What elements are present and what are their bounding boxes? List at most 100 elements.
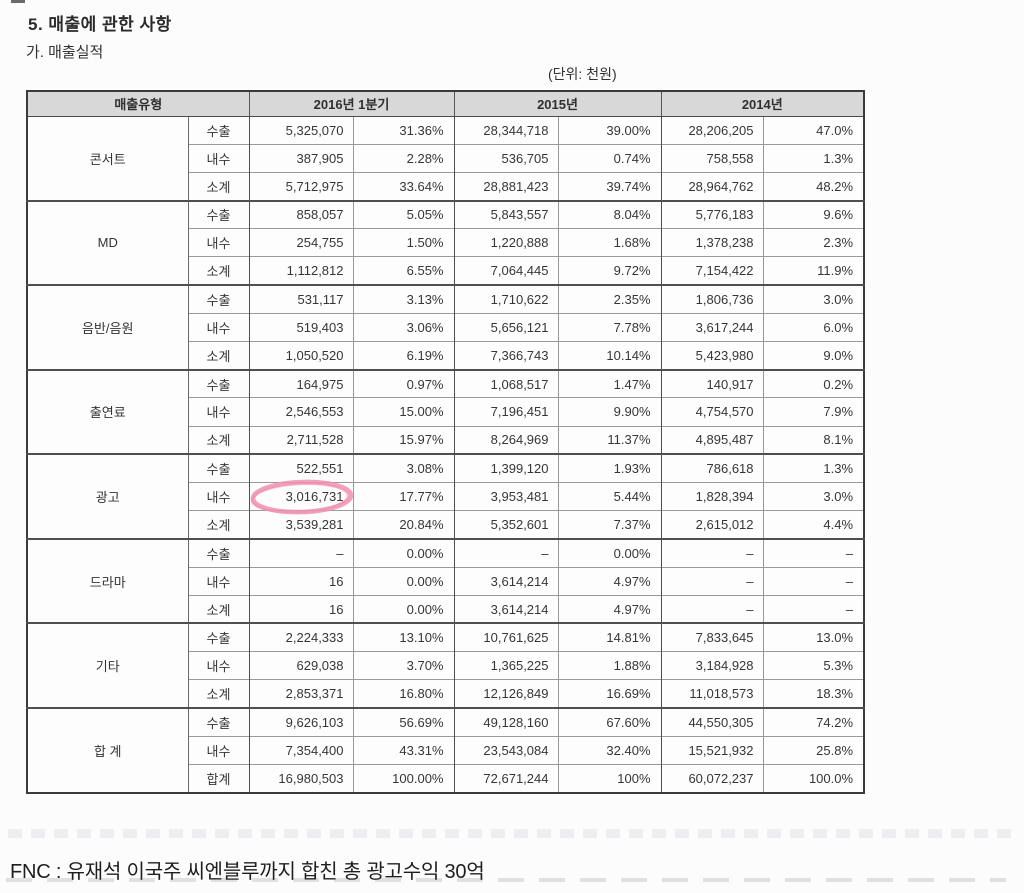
row-type-cell: 소계 — [188, 679, 250, 708]
value-cell: 1,068,517 — [454, 368, 559, 398]
sales-table-header: 매출유형 2016년 1분기 2015년 2014년 — [27, 91, 865, 117]
table-row: 소계 2,711,528 15.97% 8,264,969 11.37% 4,895,48… — [27, 425, 865, 455]
value-cell: 164,975 — [249, 368, 354, 398]
percent-cell: 13.0% — [763, 622, 865, 652]
percent-cell: 8.04% — [558, 199, 662, 229]
table-row: 내수 2,546,553 15.00% 7,196,451 9.90% 4,754,570… — [27, 397, 865, 427]
table-row: 소계 1,050,520 6.19% 7,366,743 10.14% 5,423,980… — [27, 340, 865, 370]
value-cell: 531,117 — [249, 284, 354, 314]
value-cell: 28,881,423 — [454, 171, 559, 201]
percent-cell: 0.00% — [558, 537, 662, 567]
blur-artifact-strip — [8, 829, 1014, 838]
percent-cell: – — [763, 566, 865, 596]
value-cell: 7,064,445 — [454, 256, 559, 286]
table-row: 내수 3,016,731 17.77% 3,953,481 5.44% 1,828,394… — [27, 479, 865, 515]
percent-cell: 2.35% — [558, 284, 662, 314]
value-cell: 2,711,528 — [249, 425, 354, 455]
percent-cell: 56.69% — [353, 706, 455, 737]
section-title: 5. 매출에 관한 사항 — [28, 15, 172, 34]
percent-cell: 100.00% — [353, 763, 455, 793]
row-type-cell: 내수 — [188, 481, 250, 511]
highlight-ellipse — [250, 479, 353, 515]
category-cell: 합 계 — [27, 706, 189, 793]
value-cell: 5,325,070 — [249, 116, 354, 145]
table-row: 기타 수출 2,224,333 13.10% 10,761,625 14.81% 7,833… — [27, 622, 865, 708]
percent-cell: 7.37% — [558, 510, 662, 539]
value-cell: 1,050,520 — [249, 340, 354, 370]
percent-cell: 2.28% — [353, 143, 455, 173]
row-type-cell: 수출 — [188, 116, 250, 145]
table-row: 합 계 수출 9,626,103 56.69% 49,128,160 67.60% 44,5… — [27, 706, 865, 793]
percent-cell: 33.64% — [353, 171, 455, 201]
value-cell: 3,184,928 — [661, 651, 764, 680]
value-cell: – — [661, 537, 764, 567]
row-type-cell: 소계 — [188, 171, 250, 201]
percent-cell: 100.0% — [763, 763, 865, 793]
percent-cell: 11.37% — [558, 425, 662, 455]
unit-label: (단위: 천원) — [548, 66, 617, 82]
value-cell: 3,617,244 — [661, 312, 764, 342]
percent-cell: 7.9% — [763, 397, 865, 427]
value-cell: 3,614,214 — [454, 594, 559, 624]
percent-cell: 3.13% — [353, 284, 455, 314]
value-cell: 1,399,120 — [454, 453, 559, 483]
row-type-cell: 소계 — [188, 256, 250, 286]
percent-cell: 32.40% — [558, 735, 662, 765]
category-cell: 출연료 — [27, 368, 189, 455]
section-subtitle: 가. 매출실적 — [26, 44, 104, 61]
percent-cell: 15.00% — [353, 397, 455, 427]
percent-cell: 9.0% — [763, 340, 865, 370]
percent-cell: 9.72% — [558, 256, 662, 286]
row-type-cell: 내수 — [188, 735, 250, 765]
percent-cell: 3.08% — [353, 453, 455, 483]
row-type-cell: 합계 — [188, 763, 250, 793]
row-type-cell: 수출 — [188, 537, 250, 567]
percent-cell: 0.2% — [763, 368, 865, 398]
table-row: MD 수출 858,057 5.05% 5,843,557 8.04% 5,776,183 9… — [27, 199, 865, 286]
percent-cell: – — [763, 537, 865, 567]
percent-cell: 31.36% — [353, 116, 455, 145]
blur-artifact-strip — [6, 878, 1006, 882]
table-row: 광고 수출 522,551 3.08% 1,399,120 1.93% 786,618 1.3… — [27, 453, 865, 539]
value-cell: 5,352,601 — [454, 510, 559, 539]
percent-cell: – — [763, 594, 865, 624]
row-type-cell: 수출 — [188, 199, 250, 229]
percent-cell: 5.3% — [763, 651, 865, 680]
value-cell: 858,057 — [249, 199, 354, 229]
value-cell: 28,206,205 — [661, 116, 764, 145]
percent-cell: 16.80% — [353, 679, 455, 708]
percent-cell: 4.4% — [763, 510, 865, 539]
category-cell: 음반/음원 — [27, 284, 189, 370]
table-row: 소계 16 0.00% 3,614,214 4.97% – – — [27, 594, 865, 624]
value-cell: 1,806,736 — [661, 284, 764, 314]
value-cell: 2,224,333 — [249, 622, 354, 652]
value-cell: 16 — [249, 594, 354, 624]
sales-table-body: 콘서트 수출 5,325,070 31.36% 28,344,718 39.00% 28,2… — [27, 116, 865, 793]
category-cell: 콘서트 — [27, 116, 189, 201]
percent-cell: 13.10% — [353, 622, 455, 652]
value-cell: 72,671,244 — [454, 763, 559, 793]
value-cell: 786,618 — [661, 453, 764, 483]
category-cell: 광고 — [27, 453, 189, 539]
percent-cell: 18.3% — [763, 679, 865, 708]
percent-cell: 10.14% — [558, 340, 662, 370]
row-type-cell: 수출 — [188, 622, 250, 652]
value-cell: 7,154,422 — [661, 256, 764, 286]
percent-cell: 9.90% — [558, 397, 662, 427]
value-cell: 536,705 — [454, 143, 559, 173]
value-cell: 60,072,237 — [661, 763, 764, 793]
percent-cell: 3.06% — [353, 312, 455, 342]
row-type-cell: 내수 — [188, 651, 250, 680]
value-cell: – — [249, 537, 354, 567]
table-row: 콘서트 수출 5,325,070 31.36% 28,344,718 39.00% 28,2… — [27, 116, 864, 201]
percent-cell: 0.74% — [558, 143, 662, 173]
value-cell: 387,905 — [249, 143, 354, 173]
percent-cell: 1.3% — [763, 453, 865, 483]
value-cell: 2,615,012 — [661, 510, 764, 539]
percent-cell: 2.3% — [763, 228, 865, 257]
percent-cell: 0.00% — [353, 566, 455, 596]
percent-cell: 39.74% — [558, 171, 662, 201]
value-cell: 23,543,084 — [454, 735, 559, 765]
percent-cell: 4.97% — [558, 594, 662, 624]
header-2015: 2015년 — [453, 91, 662, 117]
